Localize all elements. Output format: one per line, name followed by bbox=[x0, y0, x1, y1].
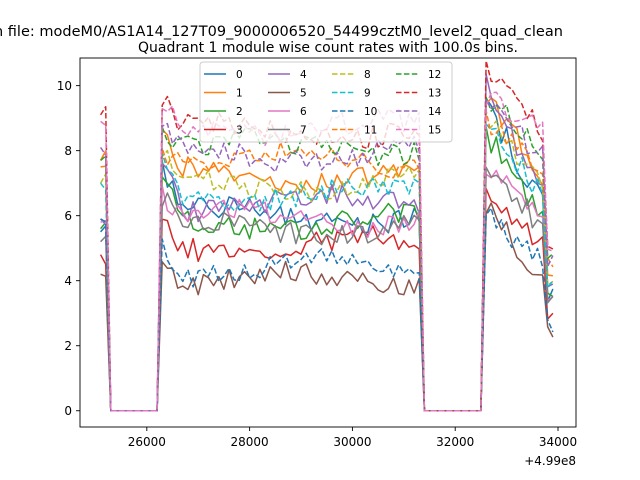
legend-label-13: 13 bbox=[428, 88, 441, 100]
legend-label-14: 14 bbox=[428, 106, 442, 118]
legend-label-8: 8 bbox=[364, 69, 371, 81]
y-tick-label: 0 bbox=[64, 404, 72, 418]
legend-label-4: 4 bbox=[300, 69, 307, 81]
series-lines bbox=[99, 60, 554, 412]
x-axis: 26000 28000 30000 32000 34000 bbox=[128, 427, 577, 449]
series-line-15 bbox=[100, 91, 554, 412]
x-tick-label: 34000 bbox=[539, 435, 577, 449]
legend-label-11: 11 bbox=[364, 125, 377, 137]
legend-label-15: 15 bbox=[428, 125, 441, 137]
legend-label-2: 2 bbox=[236, 106, 243, 118]
chart-title: Quadrant 1 module wise count rates with … bbox=[138, 40, 518, 56]
legend-label-9: 9 bbox=[364, 88, 371, 100]
series-line-11 bbox=[100, 109, 554, 412]
y-tick-label: 6 bbox=[64, 209, 72, 223]
legend-label-10: 10 bbox=[364, 106, 377, 118]
legend-label-1: 1 bbox=[236, 88, 243, 100]
legend-label-6: 6 bbox=[300, 106, 307, 118]
y-tick-label: 10 bbox=[57, 79, 72, 93]
axes-frame bbox=[79, 57, 577, 428]
x-tick-label: 30000 bbox=[333, 435, 371, 449]
x-offset-label: +4.99e8 bbox=[524, 454, 576, 468]
x-tick-label: 28000 bbox=[231, 435, 269, 449]
x-tick-label: 26000 bbox=[128, 435, 166, 449]
legend-label-7: 7 bbox=[300, 125, 307, 137]
legend-label-0: 0 bbox=[236, 69, 243, 81]
x-tick-label: 32000 bbox=[436, 435, 474, 449]
legend-label-12: 12 bbox=[428, 69, 441, 81]
legend-label-5: 5 bbox=[300, 88, 307, 100]
y-axis: 0 2 4 6 8 10 bbox=[57, 79, 80, 418]
legend-label-3: 3 bbox=[236, 125, 243, 137]
suptitle: n file: modeM0/AS1A14_127T09_9000006520_… bbox=[0, 24, 563, 40]
y-tick-label: 2 bbox=[64, 339, 72, 353]
y-tick-label: 4 bbox=[64, 274, 72, 288]
legend-box bbox=[199, 61, 453, 143]
series-line-14 bbox=[99, 98, 554, 412]
y-tick-label: 8 bbox=[64, 144, 72, 158]
